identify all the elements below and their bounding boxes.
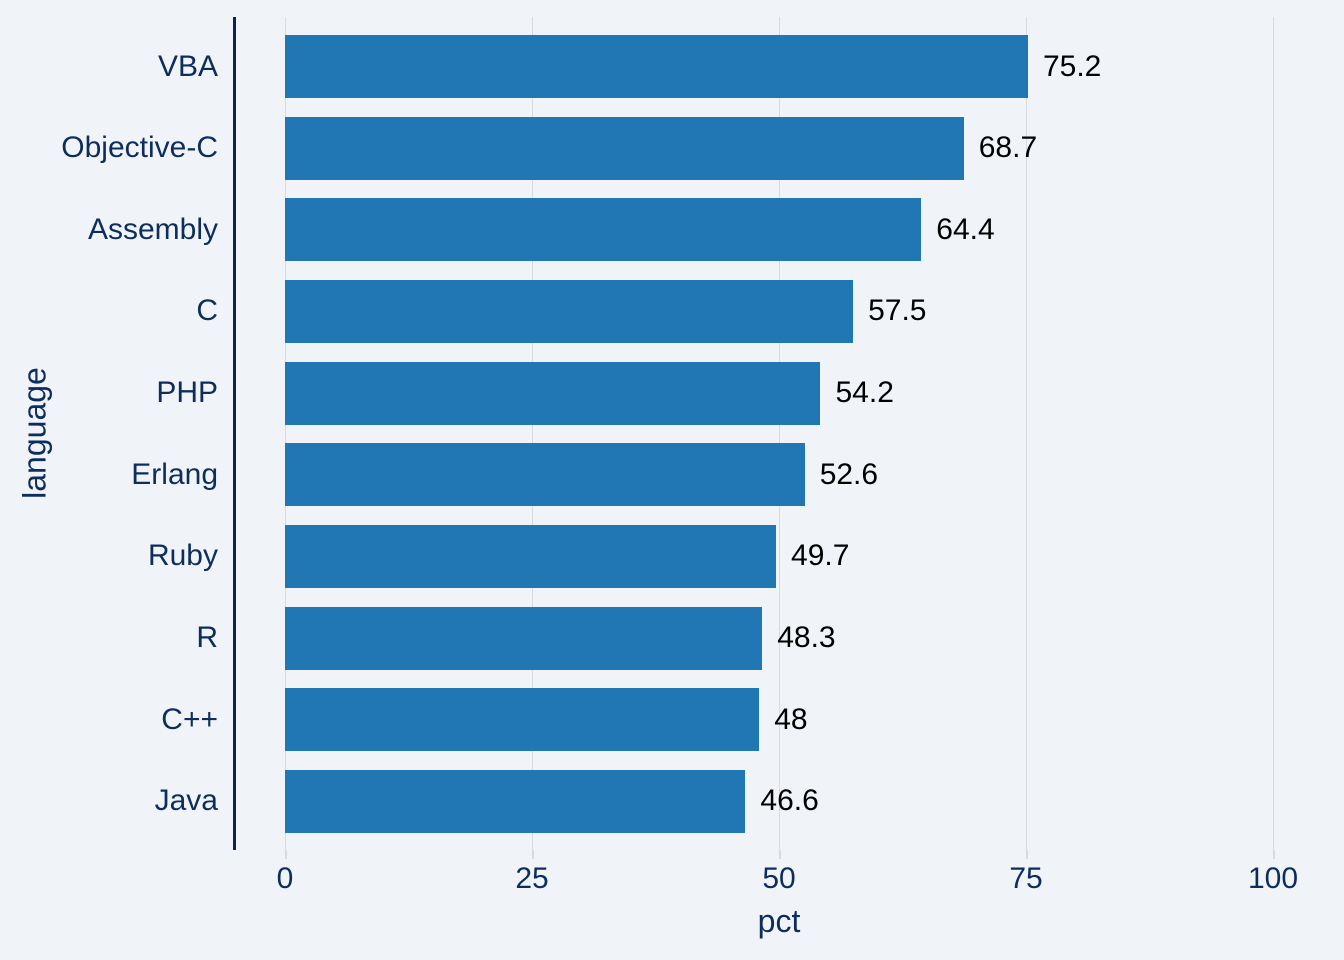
value-label: 48	[774, 702, 808, 736]
bar-java	[285, 769, 746, 833]
bar-assembly	[285, 198, 922, 262]
value-label: 52.6	[819, 457, 879, 491]
x-axis-title: pct	[757, 903, 801, 939]
bar-objective-c	[285, 116, 964, 180]
bar-vba	[285, 35, 1028, 98]
category-label: Ruby	[147, 539, 218, 573]
bar-erlang	[285, 443, 805, 507]
x-tick-label: 75	[1009, 862, 1043, 895]
y-axis-line	[233, 17, 236, 850]
x-tick-label: 50	[762, 862, 796, 895]
category-label: C	[196, 294, 218, 328]
category-label: PHP	[156, 376, 218, 410]
category-label: Assembly	[87, 212, 218, 246]
value-label: 68.7	[978, 131, 1038, 165]
x-tick-mark	[284, 850, 287, 859]
bar-php	[285, 361, 821, 425]
value-label: 46.6	[760, 784, 819, 818]
bar-c	[285, 279, 854, 343]
value-label: 57.5	[868, 294, 927, 328]
bar-ruby	[285, 524, 777, 588]
value-label: 64.4	[936, 212, 995, 246]
x-tick-mark	[531, 850, 534, 859]
gridline	[1273, 17, 1274, 850]
x-tick-mark	[778, 850, 781, 859]
category-label: Objective-C	[61, 131, 218, 165]
value-label: 54.2	[835, 376, 894, 410]
category-label: VBA	[157, 49, 218, 83]
x-tick-mark	[1272, 850, 1275, 859]
gridline	[1026, 17, 1027, 850]
value-label: 75.2	[1042, 49, 1102, 83]
x-tick-label: 0	[276, 862, 294, 895]
value-label: 48.3	[777, 621, 836, 655]
category-label: Erlang	[131, 457, 218, 491]
category-label: R	[196, 621, 218, 655]
x-tick-label: 100	[1247, 862, 1299, 895]
gridline	[285, 17, 286, 850]
value-label: 49.7	[791, 539, 850, 573]
category-label: Java	[154, 784, 218, 818]
gridline	[779, 17, 780, 850]
x-tick-mark	[1025, 850, 1028, 859]
x-tick-label: 25	[515, 862, 549, 895]
bar-c-	[285, 688, 760, 752]
category-label: C++	[161, 702, 218, 736]
bar-r	[285, 606, 763, 670]
gridline	[532, 17, 533, 850]
